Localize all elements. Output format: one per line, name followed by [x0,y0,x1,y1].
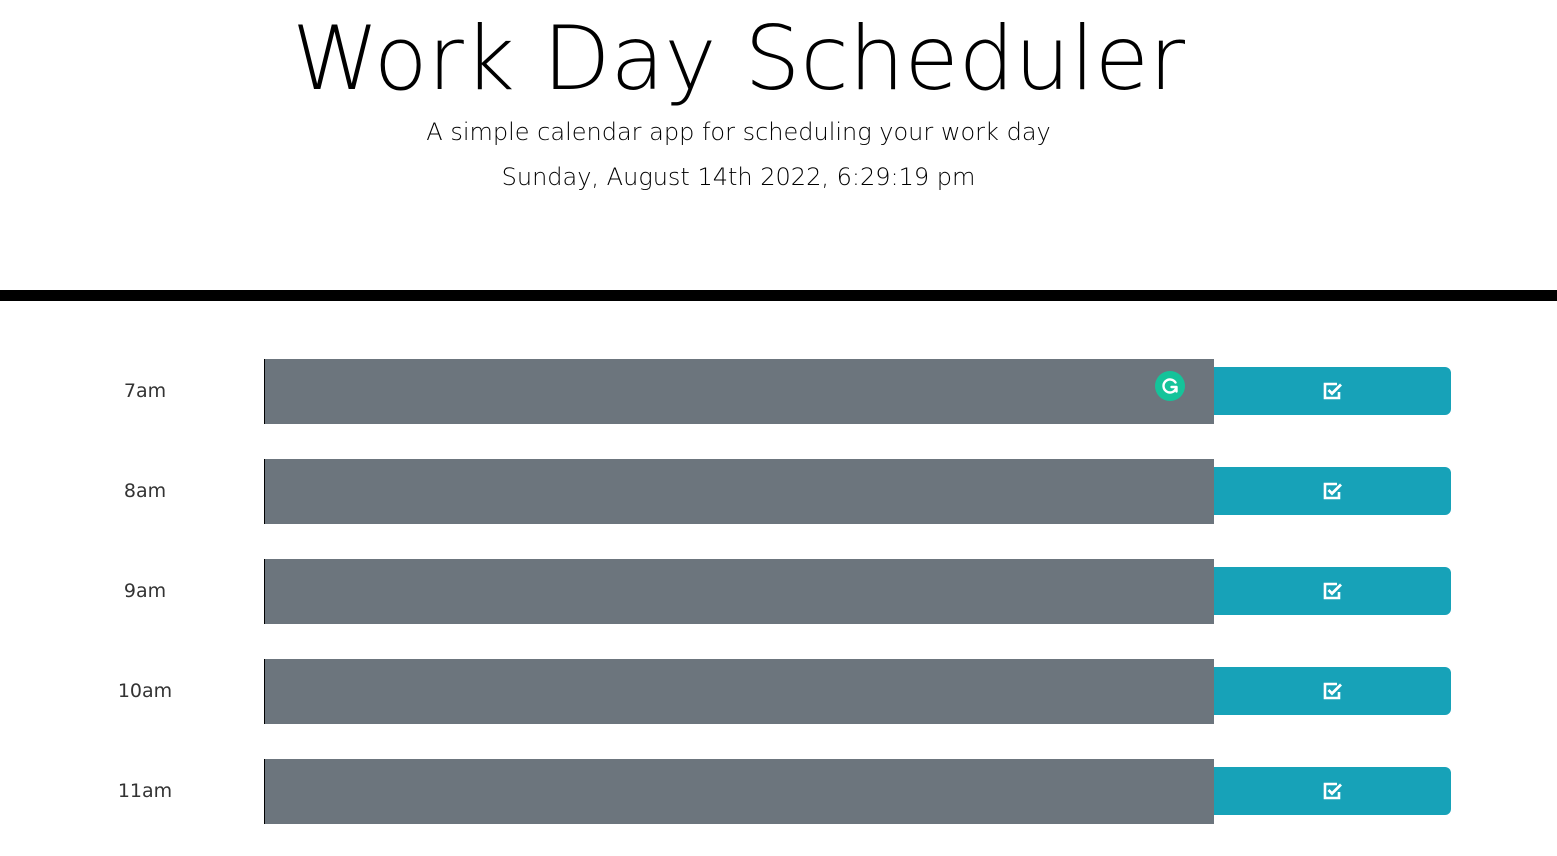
save-button[interactable] [1214,467,1451,515]
check-square-icon [1323,682,1342,700]
timeblock-row: 7am [0,359,1557,425]
hour-label: 8am [123,480,167,502]
hour-label: 7am [123,380,167,402]
page-subtitle: A simple calendar app for scheduling you… [426,118,1051,146]
save-button[interactable] [1214,567,1451,615]
save-button[interactable] [1214,667,1451,715]
grammarly-icon[interactable] [1155,371,1185,401]
timeblock-row: 11am [0,759,1557,825]
hour-label: 9am [123,580,167,602]
header: Work Day Scheduler A simple calendar app… [0,0,1557,290]
hour-label: 11am [117,780,173,802]
header-divider [0,290,1557,301]
check-square-icon [1323,482,1342,500]
save-button[interactable] [1214,767,1451,815]
page-title: Work Day Scheduler [291,7,1186,110]
hour-label: 10am [117,680,173,702]
check-square-icon [1323,382,1342,400]
description-input[interactable] [264,559,1214,624]
timeblock-row: 10am [0,659,1557,725]
description-input[interactable] [264,659,1214,724]
check-square-icon [1323,582,1342,600]
description-input[interactable] [264,759,1214,824]
current-day: Sunday, August 14th 2022, 6:29:19 pm [501,163,976,191]
timeblock-row: 8am [0,459,1557,525]
timeblock-row: 9am [0,559,1557,625]
check-square-icon [1323,782,1342,800]
description-input[interactable] [264,459,1214,524]
description-input[interactable] [264,359,1214,424]
save-button[interactable] [1214,367,1451,415]
